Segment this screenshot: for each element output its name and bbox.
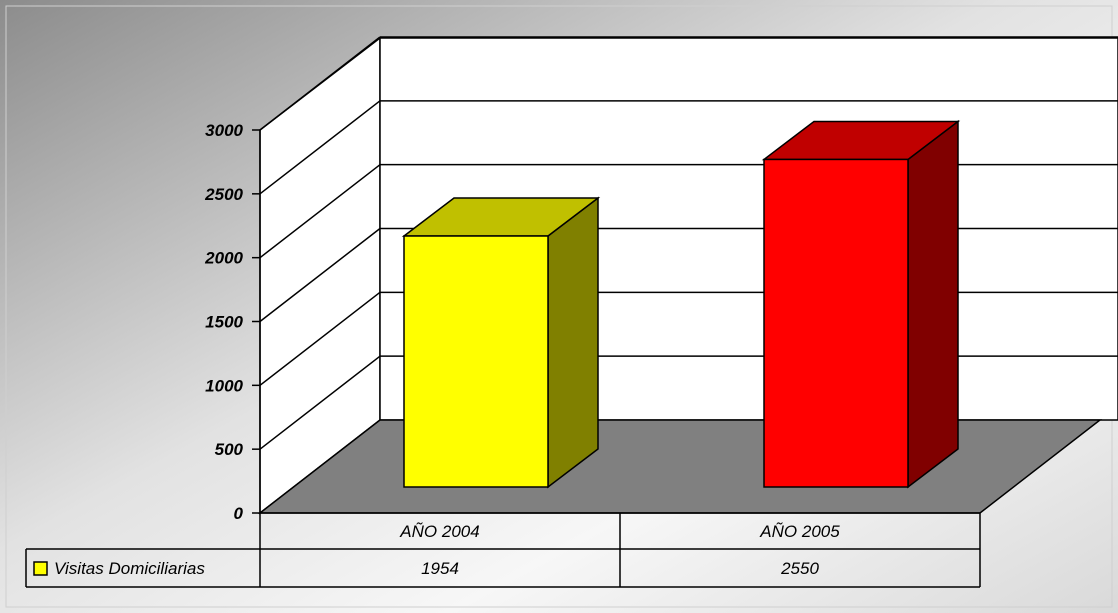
bar-front-face	[403, 235, 549, 488]
gridline-left-2000	[259, 164, 381, 259]
y-tick-label: 1500	[205, 313, 243, 332]
y-axis: 0 500 1000 1500 2000 2500 3000	[204, 121, 261, 523]
category-label: AÑO 2005	[759, 522, 840, 541]
gridline-left-2500	[259, 100, 381, 195]
gridline-left-3000	[259, 36, 381, 131]
gridline-left-500	[259, 355, 381, 450]
bar-side-face	[907, 119, 959, 489]
gridline-left-1000	[259, 291, 381, 386]
bar-front-face	[763, 158, 909, 488]
bar-side-face	[547, 196, 599, 489]
bars	[401, 119, 961, 489]
data-table-value: 1954	[421, 559, 459, 578]
y-tick-label: 2500	[204, 185, 243, 204]
y-tick-label: 2000	[204, 249, 243, 268]
gridline-left-1500	[259, 227, 381, 323]
series-name: Visitas Domiciliarias	[54, 559, 205, 578]
category-label: AÑO 2004	[399, 522, 479, 541]
bar-año-2004	[401, 196, 601, 489]
y-tick-label: 0	[234, 504, 244, 523]
bar-año-2005	[761, 119, 961, 489]
y-tick-label: 500	[215, 440, 244, 459]
legend-swatch	[33, 561, 48, 576]
y-tick-label: 3000	[205, 121, 243, 140]
floor	[257, 419, 1103, 514]
y-tick-label: 1000	[205, 376, 243, 395]
data-table: AÑO 2004 1954 AÑO 2005 2550 Visitas Domicili…	[25, 512, 981, 588]
data-table-value: 2550	[780, 559, 819, 578]
